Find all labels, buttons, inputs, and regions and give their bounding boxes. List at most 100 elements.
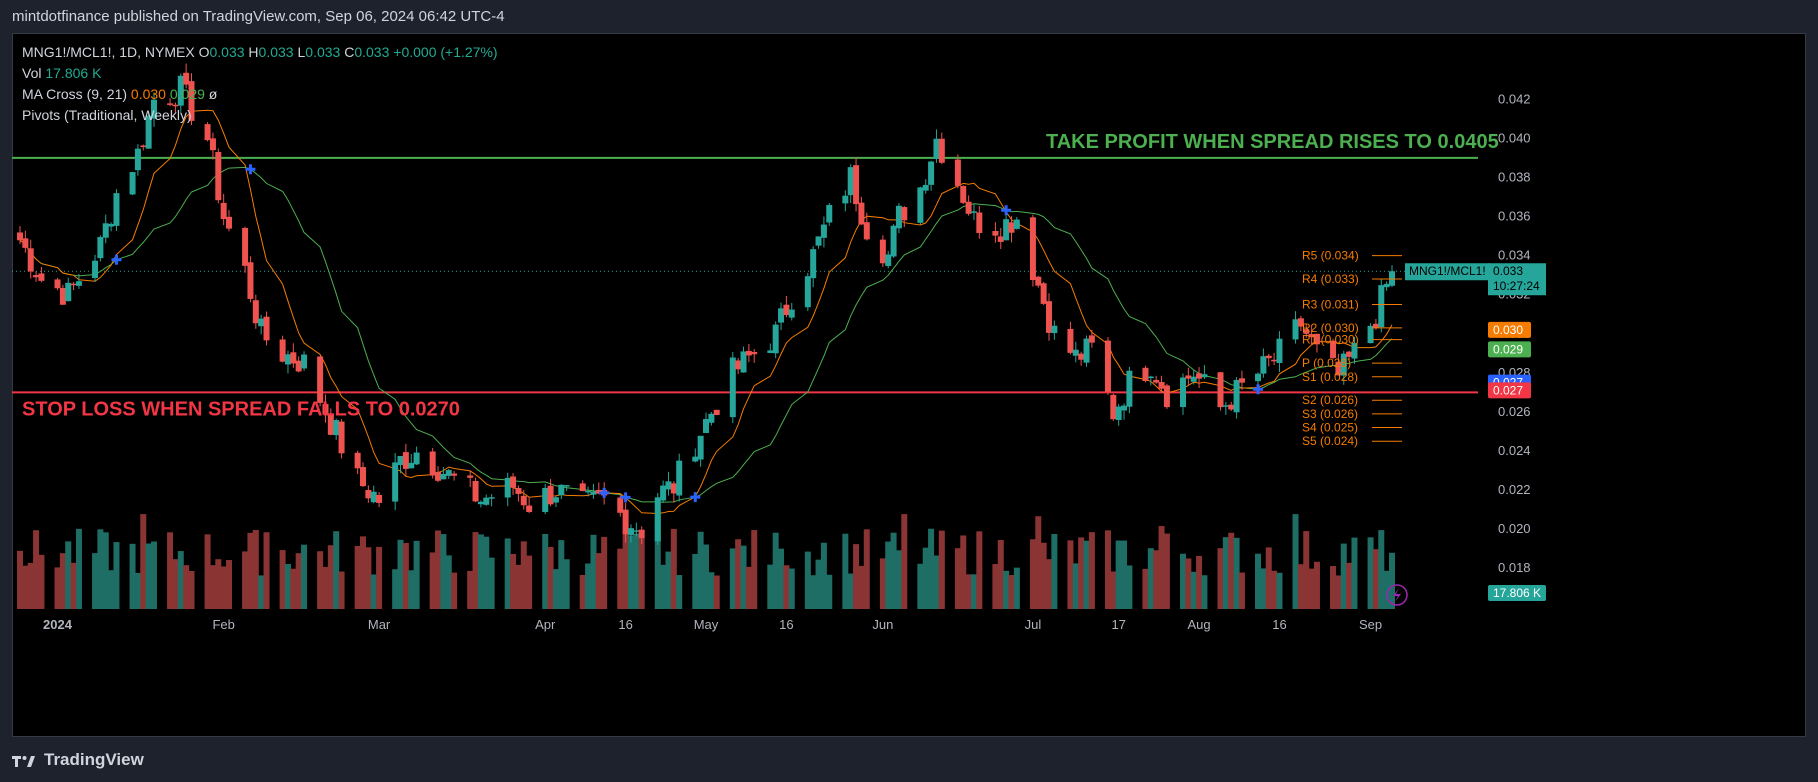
volume-bar (1110, 571, 1117, 609)
pivot-label: S5 (0.024) (1302, 434, 1358, 448)
ma-cross-marker (245, 164, 256, 175)
volume-bar (1330, 566, 1337, 609)
pivot-label: R5 (0.034) (1302, 249, 1359, 263)
volume-bar (1163, 533, 1170, 609)
volume-bar (488, 557, 495, 609)
volume-bar (992, 564, 999, 609)
volume-bar (188, 570, 195, 609)
candle-body (354, 452, 361, 469)
candle-body (338, 421, 345, 454)
x-axis-tick: 17 (1111, 617, 1125, 632)
volume-bar (445, 555, 452, 609)
candle-body (1378, 285, 1385, 328)
volume-bar (397, 539, 404, 609)
take-profit-annotation: TAKE PROFIT WHEN SPREAD RISES TO 0.0405 (1046, 131, 1499, 153)
candle-body (751, 351, 758, 355)
candle-body (713, 409, 720, 415)
price-chart[interactable]: R5 (0.034) R4 (0.033) R3 (0.031) R2 (0.030)… (12, 33, 1806, 737)
candle-body (370, 491, 377, 503)
candle-body (1190, 376, 1197, 382)
volume-bar (97, 529, 104, 609)
candle-body (767, 350, 774, 353)
volume-bar (1201, 575, 1208, 609)
candle-body (1346, 351, 1353, 357)
candle-body (660, 485, 667, 501)
volume-bar (38, 554, 45, 609)
candle-body (804, 276, 811, 308)
candle-body (429, 451, 436, 476)
candle-body (1330, 340, 1337, 358)
x-axis-tick: Jun (872, 617, 893, 632)
ma-slow-tag-bg (1488, 341, 1531, 358)
volume-bar (134, 572, 141, 609)
volume-bar (1115, 540, 1122, 609)
volume-bar (740, 545, 747, 609)
candle-body (676, 460, 683, 496)
volume-bar (402, 543, 409, 609)
legend-volume-row[interactable]: Vol 17.806 K (22, 63, 498, 84)
volume-bar (778, 548, 785, 609)
volume-bar (1126, 565, 1133, 609)
volume-bar (408, 570, 415, 609)
candle-body (1115, 406, 1122, 420)
volume-bar (1147, 548, 1154, 609)
volume-bar (1233, 537, 1240, 609)
y-axis-tick: 0.020 (1498, 521, 1531, 536)
volume-bar (1051, 534, 1058, 609)
candle-body (360, 467, 366, 487)
candle-body (435, 472, 442, 481)
candle-body (252, 300, 259, 324)
volume-bar (965, 574, 972, 609)
ma-slow-tag: 0.029 (1493, 342, 1523, 356)
x-axis-tick: 2024 (43, 617, 73, 632)
candle-body (1233, 379, 1240, 413)
legend-pivots-row[interactable]: Pivots (Traditional, Weekly) (22, 105, 498, 126)
x-axis-tick: Mar (368, 617, 391, 632)
volume-bar (660, 564, 667, 609)
candle-body (263, 316, 270, 341)
candle-body (376, 494, 383, 503)
candle-body (638, 529, 645, 539)
volume-bar (295, 553, 302, 609)
legend-ohlc-row: MNG1!/MCL1!, 1D, NYMEX O0.033 H0.033 L0.… (22, 42, 498, 63)
legend-symbol[interactable]: MNG1!/MCL1!, 1D, NYMEX (22, 44, 195, 60)
volume-bar (826, 574, 833, 609)
volume-bar (654, 515, 661, 609)
candle-body (397, 455, 404, 466)
candle-body (1196, 373, 1203, 379)
volume-bar (542, 533, 549, 609)
volume-bar (338, 571, 345, 609)
legend-ma-row[interactable]: MA Cross (9, 21) 0.030 0.029 ø (22, 84, 498, 105)
volume-bar (579, 574, 586, 609)
candle-body (1078, 353, 1085, 360)
volume-bar (729, 548, 736, 609)
pivot-label: S2 (0.026) (1302, 393, 1358, 407)
volume-bar (510, 554, 517, 609)
candle-body (703, 419, 709, 433)
ma-cross-marker (111, 254, 122, 265)
candle-body (890, 225, 897, 257)
pivot-label: R4 (0.033) (1302, 272, 1359, 286)
volume-bar (252, 529, 259, 609)
volume-bar (1276, 572, 1283, 609)
volume-bar (788, 568, 795, 609)
volume-bar (772, 532, 779, 609)
candle-body (697, 435, 704, 460)
candle-body (928, 161, 935, 185)
volume-bar (558, 540, 565, 609)
ma-cross-marker (690, 492, 701, 503)
volume-bar (59, 553, 66, 609)
volume-bar (1088, 532, 1095, 609)
volume-tag-bg (1488, 585, 1546, 601)
candle-body (1292, 319, 1299, 340)
volume-bar (1335, 575, 1342, 609)
candle-body (1051, 325, 1058, 334)
volume-bar (1340, 543, 1347, 609)
volume-bar (895, 550, 902, 609)
volume-bar (215, 559, 222, 609)
candle-body (515, 487, 522, 494)
candle-body (842, 195, 849, 204)
volume-bar (563, 559, 570, 609)
footer-brand[interactable]: TradingView (44, 750, 144, 769)
candle-body (654, 497, 661, 542)
